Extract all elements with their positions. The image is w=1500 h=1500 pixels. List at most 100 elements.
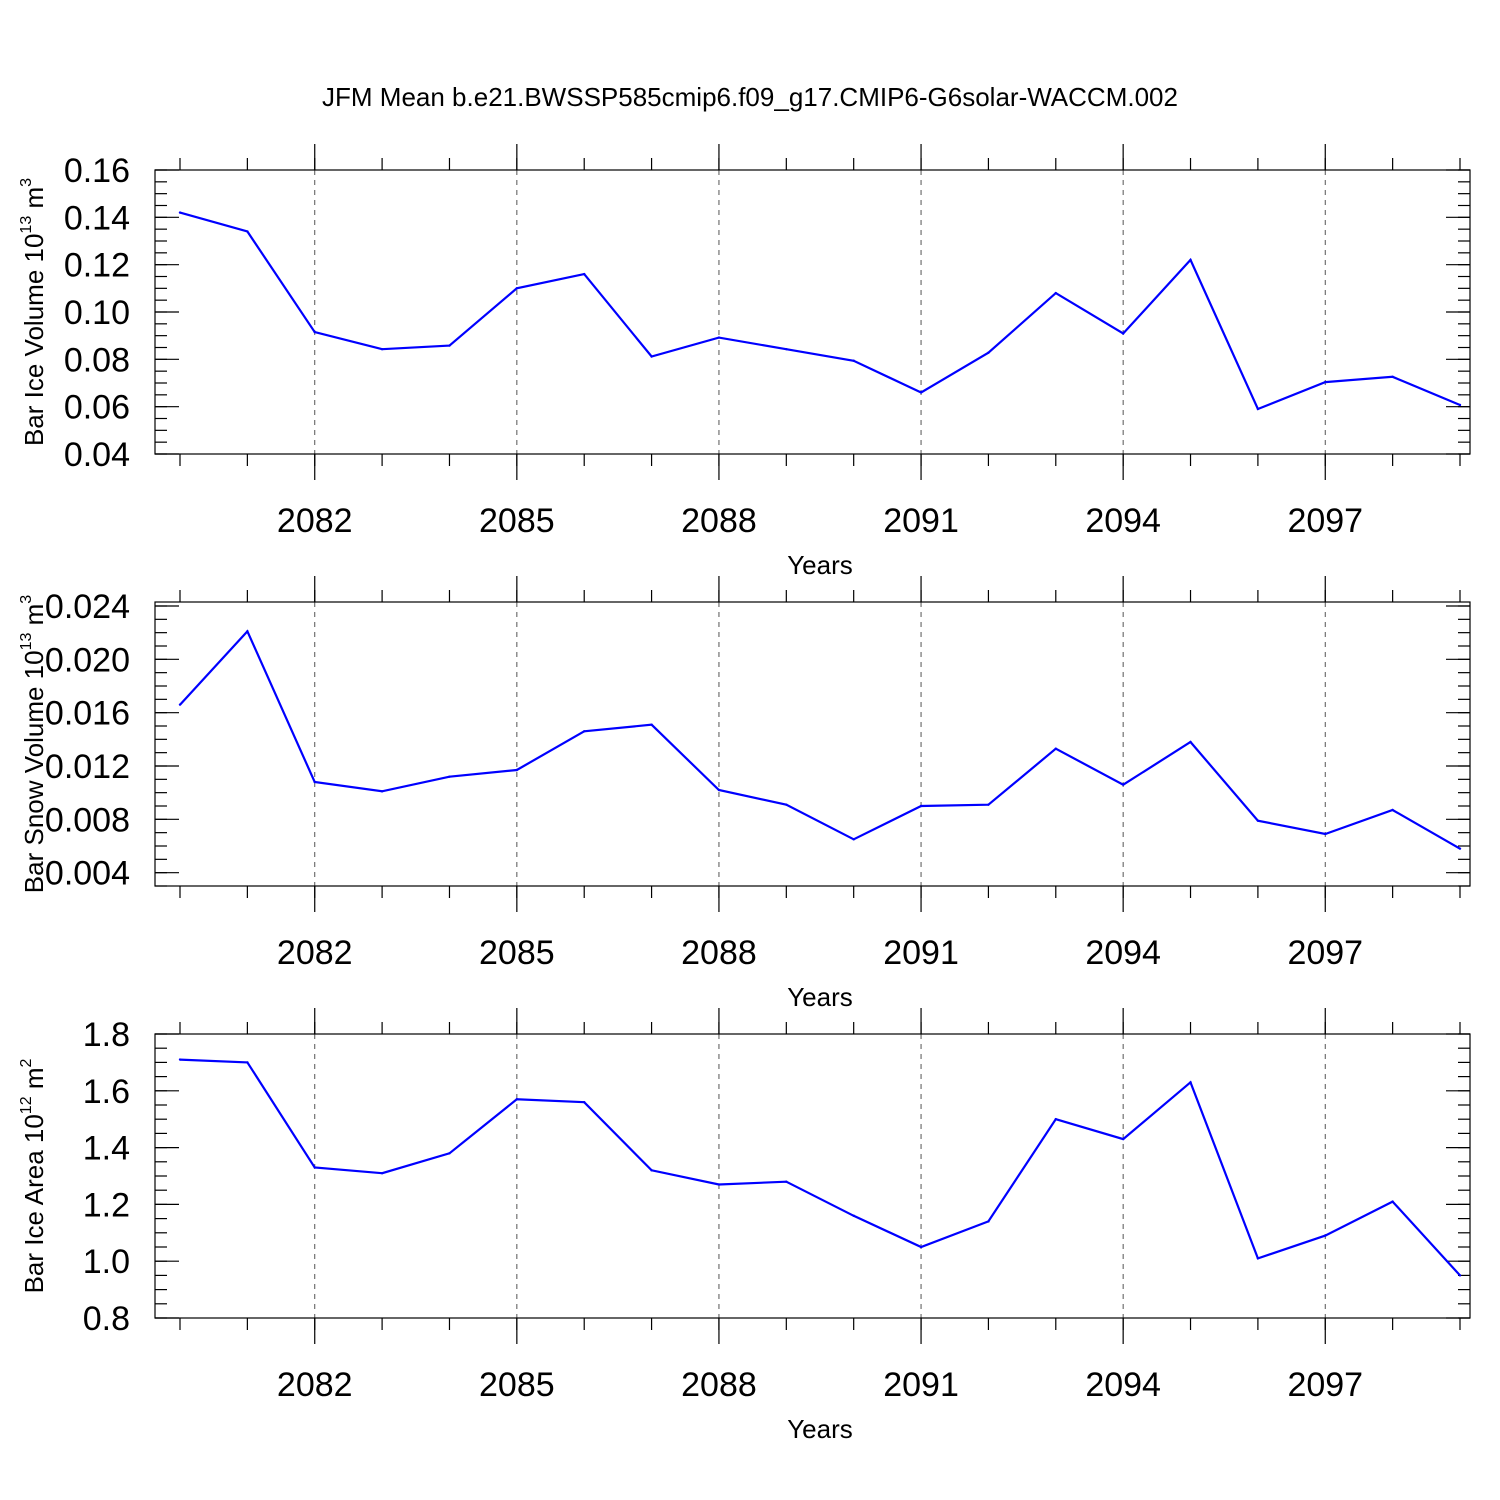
data-line: [179, 629, 1461, 850]
y-tick-label: 0.8: [83, 1300, 130, 1338]
x-tick-label: 2082: [277, 502, 353, 540]
data-point: [246, 1061, 249, 1064]
data-point: [1121, 783, 1125, 786]
data-point: [1121, 1137, 1125, 1141]
y-tick-label: 0.04: [64, 436, 130, 474]
plot-frame: [154, 1033, 1471, 1319]
data-point: [515, 768, 519, 772]
data-point: [1458, 403, 1462, 407]
data-point: [583, 730, 586, 733]
x-tick-label: 2091: [883, 1366, 959, 1404]
y-tick-label: 0.14: [64, 199, 130, 237]
data-point: [448, 775, 451, 778]
data-point: [852, 838, 855, 841]
plot-frame: [154, 169, 1471, 455]
x-axis-label: Years: [787, 982, 853, 1012]
data-point: [1189, 740, 1192, 744]
data-point: [717, 788, 721, 792]
y-tick-label: 1.4: [83, 1130, 130, 1168]
x-tick-label: 2085: [479, 1366, 555, 1404]
x-axis-label: Years: [787, 1414, 853, 1444]
data-line: [179, 211, 1461, 411]
chart-panel-2: 0.004 0.008 0.012 0.016 0.020 0.024 2082 2085 20…: [18, 576, 1471, 1012]
data-point: [650, 355, 653, 358]
x-tick-label: 2082: [277, 934, 353, 972]
x-tick-label: 2097: [1287, 1366, 1363, 1404]
data-point: [1391, 808, 1394, 812]
data-point: [178, 703, 182, 706]
x-tick-label: 2094: [1085, 502, 1161, 540]
y-tick-label: 1.8: [83, 1016, 130, 1054]
data-point: [1458, 1274, 1462, 1277]
data-point: [987, 803, 990, 806]
data-point: [380, 790, 384, 793]
y-tick-label: 1.0: [83, 1243, 130, 1281]
data-line: [179, 1058, 1461, 1277]
x-tick-label: 2088: [681, 934, 757, 972]
data-point: [717, 1183, 721, 1186]
y-tick-label: 0.024: [45, 588, 130, 626]
data-point: [583, 272, 586, 276]
data-point: [852, 1214, 855, 1217]
y-tick-label: 0.012: [45, 748, 130, 786]
x-tick-label: 2094: [1085, 1366, 1161, 1404]
data-point: [1256, 407, 1260, 411]
y-axis-label: Bar Ice Volume 1013 m3: [18, 178, 49, 446]
data-point: [178, 1058, 182, 1061]
data-point: [380, 347, 384, 351]
x-tick-label: 2097: [1287, 934, 1363, 972]
y-tick-label: 0.020: [45, 641, 130, 679]
y-tick-label: 0.12: [64, 247, 130, 285]
chart-title: JFM Mean b.e21.BWSSP585cmip6.f09_g17.CMI…: [322, 82, 1178, 112]
data-point: [515, 1098, 519, 1101]
chart-panels: 0.04 0.06 0.08 0.10 0.12 0.14 0.16 2082 2085 2088…: [18, 144, 1471, 1444]
chart-panel-3: 0.8 1.0 1.2 1.4 1.6 1.8 2082 2085 2088 2091 2094 20…: [18, 1008, 1471, 1444]
chart-panel-1: 0.04 0.06 0.08 0.10 0.12 0.14 0.16 2082 2085 2088…: [18, 144, 1471, 580]
data-point: [1458, 847, 1462, 850]
data-point: [650, 1169, 653, 1172]
data-point: [246, 230, 249, 233]
y-tick-label: 0.08: [64, 341, 130, 379]
data-point: [1054, 291, 1057, 295]
data-point: [852, 359, 855, 362]
data-point: [448, 344, 451, 347]
x-axis-label: Years: [787, 550, 853, 580]
y-tick-label: 0.06: [64, 389, 130, 427]
data-point: [1189, 1081, 1192, 1084]
y-tick-label: 0.008: [45, 801, 130, 839]
data-point: [313, 780, 316, 784]
y-tick-label: 0.004: [45, 855, 130, 893]
data-point: [1324, 832, 1327, 836]
x-tick-label: 2097: [1287, 502, 1363, 540]
data-point: [717, 336, 721, 339]
data-point: [650, 723, 653, 726]
data-point: [246, 630, 249, 633]
data-point: [1054, 747, 1057, 750]
data-point: [1391, 375, 1394, 379]
data-point: [987, 1220, 990, 1223]
data-point: [178, 211, 182, 214]
data-point: [313, 1166, 316, 1169]
data-point: [785, 1180, 788, 1183]
x-tick-label: 2082: [277, 1366, 353, 1404]
x-tick-label: 2085: [479, 934, 555, 972]
y-tick-label: 0.016: [45, 695, 130, 733]
data-point: [1189, 258, 1192, 262]
data-point: [1121, 332, 1125, 335]
data-point: [448, 1152, 451, 1155]
data-point: [515, 287, 519, 290]
data-point: [380, 1171, 384, 1175]
data-point: [1324, 380, 1327, 384]
y-axis-label: Bar Snow Volume 1013 m3: [18, 595, 49, 894]
y-tick-label: 1.6: [83, 1073, 130, 1111]
data-point: [583, 1100, 586, 1104]
data-point: [785, 803, 788, 806]
y-tick-label: 0.10: [64, 294, 130, 332]
x-tick-label: 2085: [479, 502, 555, 540]
data-point: [1256, 1257, 1260, 1260]
data-point: [919, 391, 923, 394]
data-point: [785, 347, 788, 351]
x-tick-label: 2094: [1085, 934, 1161, 972]
y-axis-label: Bar Ice Area 1012 m2: [18, 1058, 49, 1293]
